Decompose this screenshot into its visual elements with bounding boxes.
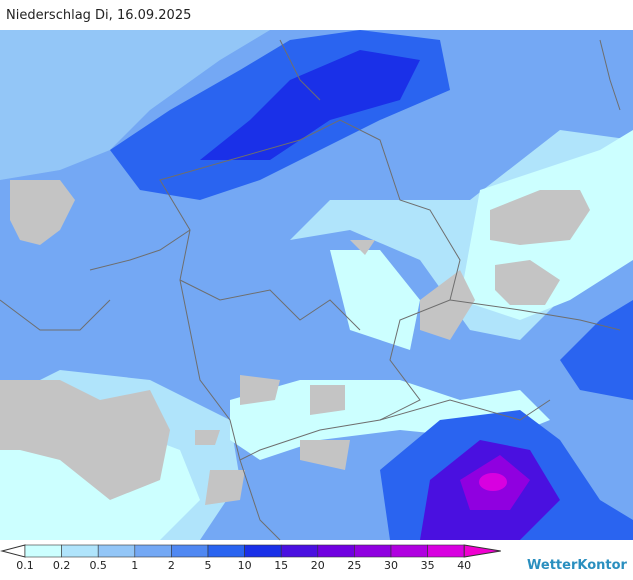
legend-swatch xyxy=(390,544,428,558)
legend-swatch xyxy=(317,544,355,558)
brand-logo: WetterKontor xyxy=(527,558,628,573)
legend-swatch xyxy=(207,544,245,558)
map-title: Niederschlag Di, 16.09.2025 xyxy=(6,8,191,23)
legend-swatch xyxy=(61,544,99,558)
legend-swatch xyxy=(97,544,136,558)
legend-label: 15 xyxy=(274,559,288,572)
legend-label: 1 xyxy=(131,559,138,572)
legend-label: 10 xyxy=(238,559,252,572)
legend-arrow-start xyxy=(0,544,26,558)
legend-label: 5 xyxy=(205,559,212,572)
legend-swatch xyxy=(427,544,465,558)
legend-label: 35 xyxy=(421,559,435,572)
legend-label: 20 xyxy=(311,559,325,572)
legend-label: 30 xyxy=(384,559,398,572)
legend-label: 25 xyxy=(347,559,361,572)
legend: 0.1 0.2 0.5 1 2 5 10 15 20 25 30 35 40 xyxy=(0,544,501,572)
legend-swatch xyxy=(134,544,172,558)
legend-label: 0.1 xyxy=(16,559,34,572)
legend-arrow-end xyxy=(463,544,501,558)
legend-swatch xyxy=(171,544,209,558)
legend-label: 0.5 xyxy=(89,559,107,572)
legend-swatch xyxy=(280,544,319,558)
legend-label: 40 xyxy=(457,559,471,572)
legend-label: 2 xyxy=(168,559,175,572)
legend-swatch xyxy=(244,544,282,558)
map xyxy=(0,30,633,541)
legend-swatch xyxy=(354,544,392,558)
legend-swatch xyxy=(24,544,62,558)
legend-label: 0.2 xyxy=(53,559,71,572)
